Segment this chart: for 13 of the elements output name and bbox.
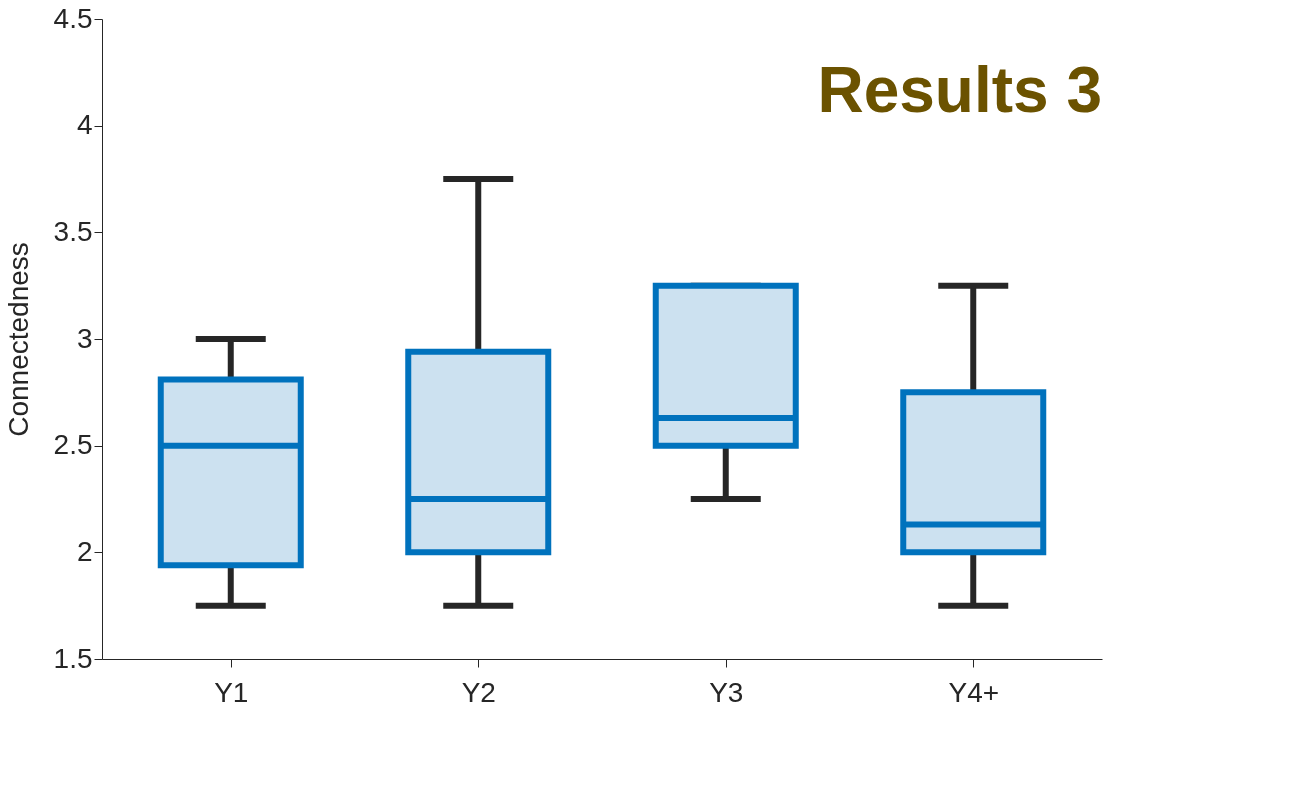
y-tick-label: 3 [76, 322, 93, 354]
y-tick-label: 3.5 [53, 215, 93, 247]
y-tick-label: 2.5 [53, 429, 93, 461]
x-tick-label: Y4+ [948, 676, 1000, 708]
y-tick-label: 4 [76, 109, 93, 141]
text: Results 3 [817, 54, 1102, 126]
y-tick-label: 2 [76, 535, 93, 567]
y-tick-label: 4.5 [53, 2, 93, 34]
y-tick-label: 1.5 [53, 642, 93, 674]
y-axis-title: Connectedness [2, 242, 34, 437]
x-tick-label: Y3 [709, 676, 744, 708]
x-tick-label: Y2 [461, 676, 496, 708]
x-tick-label: Y1 [214, 676, 249, 708]
